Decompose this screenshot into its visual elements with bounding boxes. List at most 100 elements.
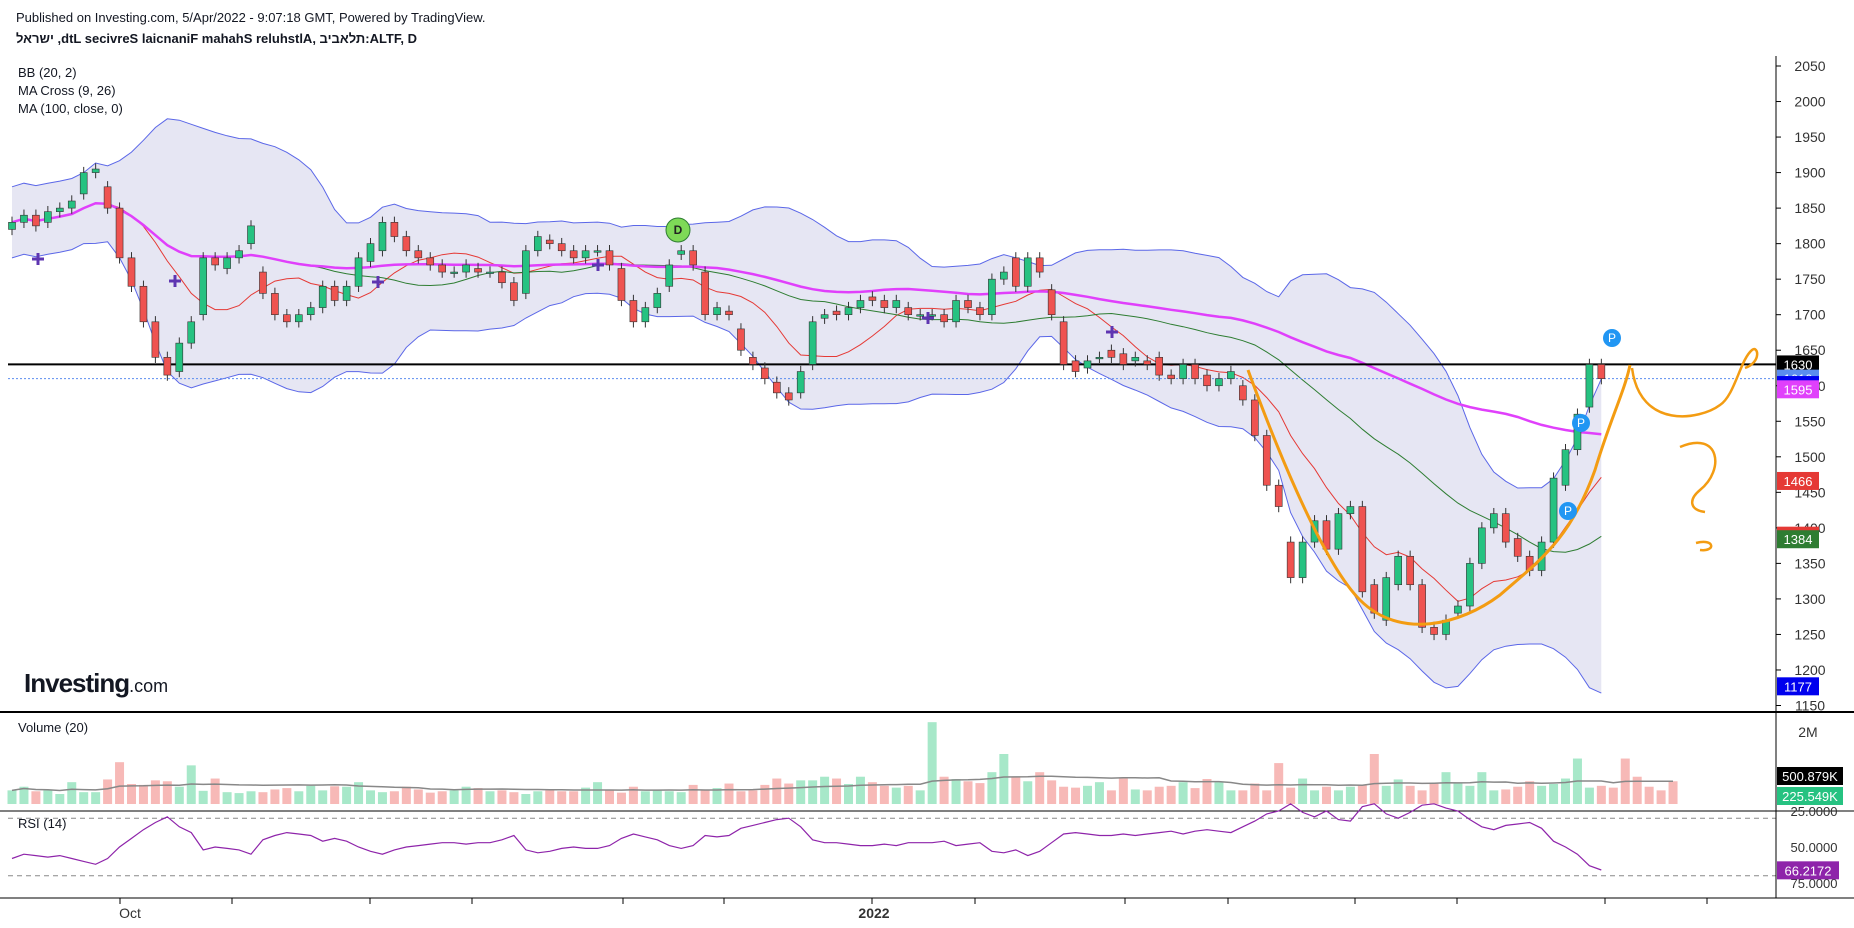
split-marker <box>592 259 604 271</box>
split-marker <box>1106 326 1118 338</box>
candle-body <box>366 243 375 262</box>
candle-body <box>1143 360 1152 365</box>
published-note: Published on Investing.com, 5/Apr/2022 -… <box>16 10 486 25</box>
price-label-text: 1384 <box>1784 532 1813 547</box>
candle-body <box>1274 484 1283 507</box>
drawn-question-dot <box>1695 540 1713 552</box>
volume-bar <box>7 790 17 804</box>
split-marker <box>32 253 44 265</box>
candle-body <box>354 257 363 287</box>
volume-bar <box>1513 786 1523 804</box>
volume-bar <box>688 784 698 804</box>
volume-bar <box>581 787 591 804</box>
volume-bar <box>1298 778 1308 804</box>
price-label-text: 1595 <box>1784 382 1813 397</box>
legend-bb[interactable]: BB (20, 2) <box>18 65 77 80</box>
volume-bar <box>1549 784 1559 804</box>
legend-ma-cross[interactable]: MA Cross (9, 26) <box>18 83 116 98</box>
candle-body <box>1490 513 1498 529</box>
candle-body <box>1394 555 1402 586</box>
legend-volume[interactable]: Volume (20) <box>18 720 89 735</box>
candle-body <box>115 207 124 259</box>
candle-body <box>1585 364 1594 408</box>
volume-bar <box>115 762 125 804</box>
candle-body <box>880 300 889 308</box>
volume-bar <box>1142 790 1152 804</box>
volume-bar <box>652 790 662 804</box>
volume-bar <box>1154 786 1164 804</box>
candle-body <box>1549 477 1558 543</box>
volume-bar <box>1357 784 1367 804</box>
candle-body <box>414 250 423 259</box>
candle-body <box>737 328 745 351</box>
volume-bar <box>258 792 268 804</box>
volume-bar <box>867 782 877 804</box>
rsi-axis-label: 75.0000 <box>1791 876 1838 891</box>
legend-ma100[interactable]: MA (100, close, 0) <box>18 101 123 116</box>
dividend-marker-label: D <box>674 223 683 237</box>
candle-body <box>940 314 948 323</box>
candle-body <box>247 225 255 244</box>
candle-body <box>330 285 339 301</box>
legend-rsi[interactable]: RSI (14) <box>18 816 67 831</box>
volume-bar <box>676 792 686 804</box>
volume-bar <box>103 779 113 804</box>
rsi-axis-label: 50.0000 <box>1791 840 1838 855</box>
volume-bar <box>1071 787 1081 804</box>
candle-body <box>1346 506 1355 514</box>
candle-body <box>402 236 411 252</box>
volume-bar <box>282 788 292 804</box>
candle-body <box>8 222 16 230</box>
candle-body <box>510 282 518 301</box>
volume-bar <box>1537 785 1547 804</box>
volume-bar <box>724 783 734 804</box>
volume-bar <box>270 789 280 804</box>
candle-body <box>1406 555 1414 586</box>
volume-bar <box>1465 785 1475 804</box>
price-pane: P P P D <box>8 118 1776 694</box>
price-axis-tick-label: 1150 <box>1795 698 1825 714</box>
volume-bar <box>784 783 794 804</box>
candle-body <box>1000 271 1008 280</box>
candle-body <box>533 236 542 252</box>
candle-body <box>892 300 901 308</box>
volume-bar <box>557 791 567 804</box>
volume-bar <box>1118 778 1128 804</box>
dividend-marker <box>665 217 691 243</box>
volume-bar <box>127 784 136 804</box>
candle-body <box>713 307 721 315</box>
candle-body <box>1501 513 1510 543</box>
price-label-box <box>1777 677 1819 696</box>
candle-body <box>1107 349 1116 358</box>
candle-body <box>844 307 853 315</box>
candle-body <box>151 321 160 358</box>
candle-body <box>127 257 136 287</box>
volume-bar <box>91 792 101 804</box>
volume-bar <box>760 784 770 804</box>
investing-logo: Investing.com <box>24 668 168 699</box>
candle-body <box>832 310 841 315</box>
volume-bar <box>19 786 29 804</box>
volume-bar <box>545 790 555 804</box>
candle-body <box>701 271 709 315</box>
hand-drawn-annotations[interactable] <box>1246 347 1759 626</box>
volume-bar <box>855 776 865 804</box>
volume-bar <box>1453 783 1463 804</box>
candle-body <box>306 307 315 315</box>
price-axis-tick-label: 1200 <box>1794 662 1825 678</box>
volume-bar <box>366 790 375 804</box>
volume-bar <box>1489 790 1499 804</box>
candle-body <box>641 307 650 323</box>
volume-bar <box>1584 787 1594 804</box>
symbol-title: ישראל ,dtL secivreS laicnaniF mahahS rel… <box>16 31 417 46</box>
volume-bar <box>1274 763 1284 804</box>
candle-body <box>749 357 757 365</box>
volume-bar <box>963 781 973 804</box>
volume-bar <box>1656 790 1666 804</box>
volume-bar <box>509 792 519 804</box>
volume-bar <box>1083 785 1092 804</box>
volume-bar <box>1632 776 1642 804</box>
candle-body <box>199 257 207 315</box>
volume-bar <box>915 790 925 804</box>
